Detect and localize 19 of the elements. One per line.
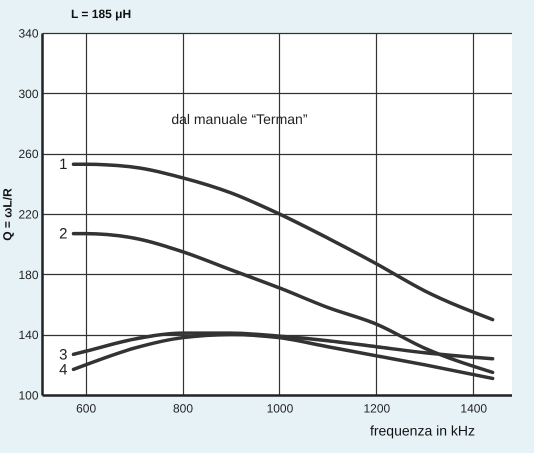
x-tick-label: 1400 (460, 402, 488, 416)
series-label: 3 (59, 346, 68, 364)
x-tick-label: 1000 (266, 402, 294, 416)
y-tick-label: 100 (18, 388, 39, 402)
series-label: 2 (59, 226, 68, 243)
x-tick-label: 600 (76, 402, 96, 416)
y-tick-label: 140 (18, 328, 39, 342)
series-label: 1 (59, 156, 68, 174)
x-tick-label: 800 (173, 402, 194, 416)
y-tick-label: 180 (18, 268, 39, 282)
x-axis-title: frequenza in kHz (370, 422, 476, 438)
y-tick-label: 260 (18, 147, 39, 162)
y-tick-label: 340 (18, 26, 39, 40)
y-axis-title: Q = ωL/R (0, 188, 14, 241)
y-tick-label: 300 (18, 86, 39, 101)
x-tick-label: 1200 (363, 402, 390, 416)
chart-title: L = 185 μH (70, 7, 132, 21)
series-label: 4 (59, 361, 68, 378)
y-tick-label: 220 (18, 208, 39, 222)
